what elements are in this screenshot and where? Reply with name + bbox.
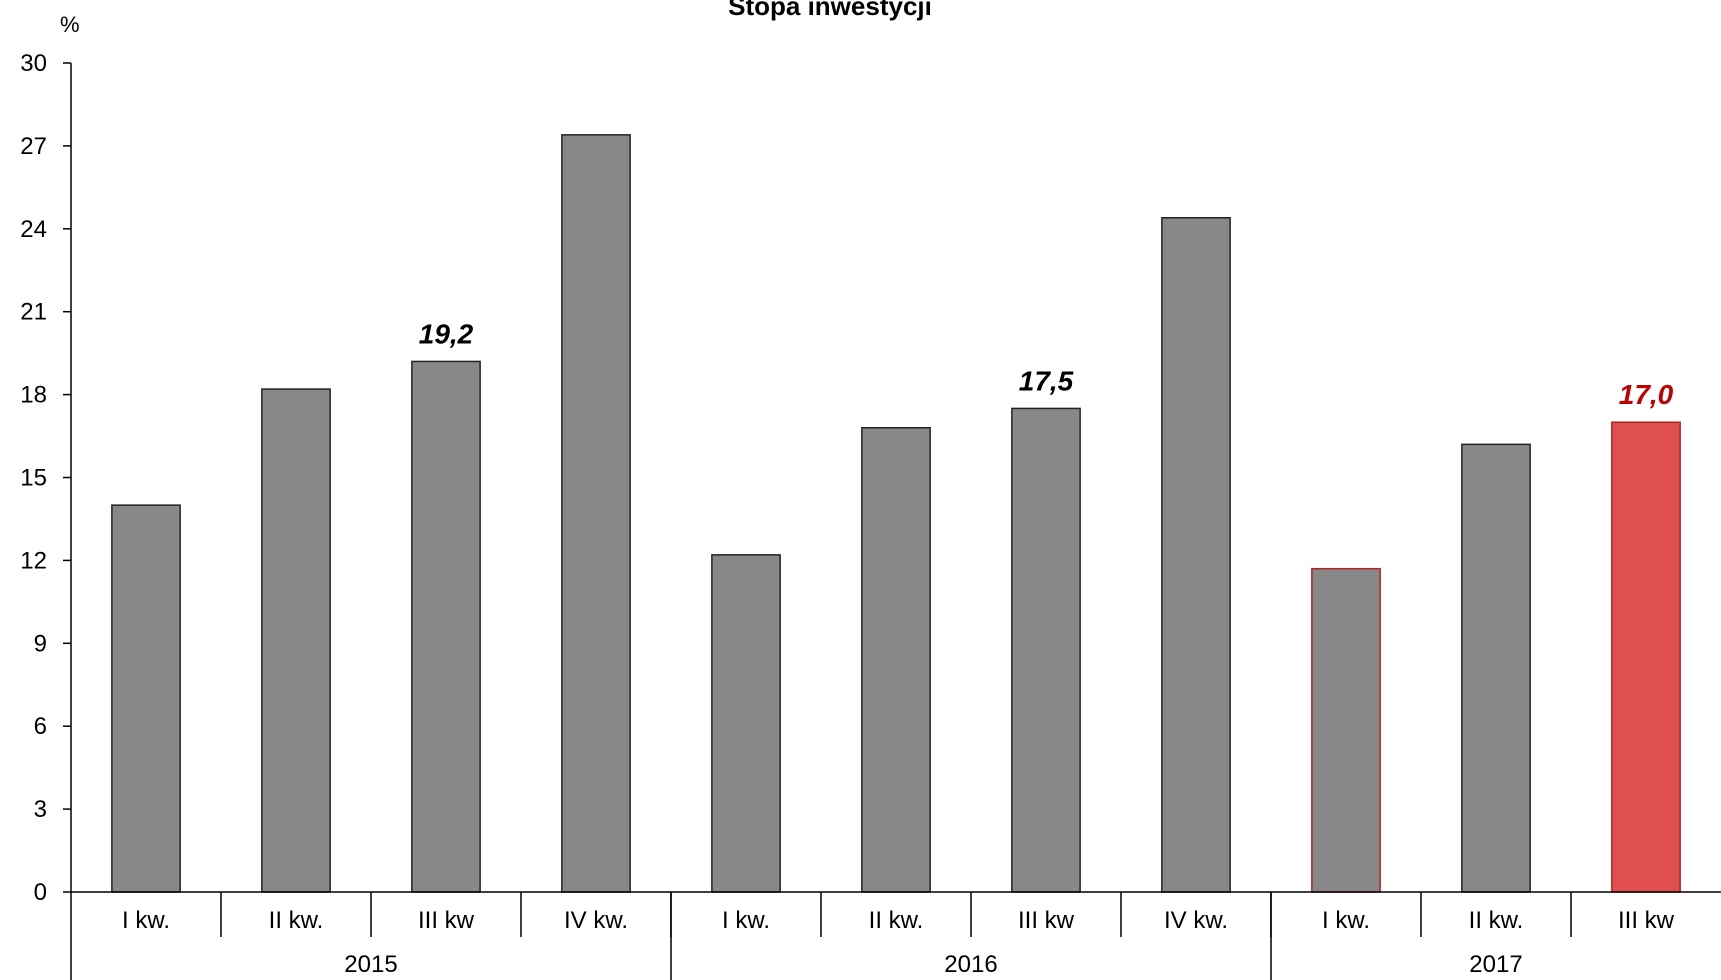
bar <box>711 554 781 893</box>
x-tick-label: III kw <box>418 907 475 934</box>
y-tick-label: 27 <box>20 133 47 160</box>
year-group-label: 2017 <box>1469 951 1522 978</box>
x-tick-label: II kw. <box>1469 907 1524 934</box>
x-tick-label: II kw. <box>869 907 924 934</box>
y-axis-unit: % <box>60 12 80 37</box>
y-axis: 0 3 6 9 12 15 18 21 24 27 30 <box>20 50 72 980</box>
bars: 19,2 17,5 17,0 <box>111 134 1681 893</box>
y-tick-label: 18 <box>20 382 47 409</box>
x-tick-label: II kw. <box>269 907 324 934</box>
bar <box>1461 443 1531 893</box>
y-tick-label: 30 <box>20 50 47 77</box>
x-tick-label: IV kw. <box>564 907 628 934</box>
chart-title: Stopa inwestycji <box>728 0 932 21</box>
bar <box>1011 407 1081 893</box>
bar <box>1611 421 1681 893</box>
data-label: 19,2 <box>419 318 474 349</box>
bar <box>861 427 931 893</box>
x-tick-label: III kw <box>1618 907 1675 934</box>
y-tick-label: 24 <box>20 216 47 243</box>
bar <box>411 360 481 893</box>
y-tick-label: 12 <box>20 547 47 574</box>
bar <box>561 134 631 893</box>
y-tick-label: 0 <box>34 879 47 906</box>
year-group-label: 2016 <box>944 951 997 978</box>
bar <box>1311 567 1381 893</box>
x-axis: I kw. II kw. III kw IV kw. I kw. II kw. III kw… <box>71 891 1721 980</box>
y-tick-label: 6 <box>34 713 47 740</box>
y-tick-label: 21 <box>20 299 47 326</box>
x-tick-label: I kw. <box>1322 907 1370 934</box>
x-tick-label: III kw <box>1018 907 1075 934</box>
bar <box>1161 216 1231 893</box>
y-tick-label: 9 <box>34 630 47 657</box>
x-tick-label: I kw. <box>122 907 170 934</box>
bar <box>261 388 331 893</box>
x-tick-label: IV kw. <box>1164 907 1228 934</box>
data-label: 17,5 <box>1019 365 1074 396</box>
y-tick-label: 3 <box>34 796 47 823</box>
y-tick-label: 15 <box>20 465 47 492</box>
year-group-label: 2015 <box>344 951 397 978</box>
x-tick-label: I kw. <box>722 907 770 934</box>
data-label: 17,0 <box>1619 379 1674 410</box>
bar <box>111 504 181 893</box>
